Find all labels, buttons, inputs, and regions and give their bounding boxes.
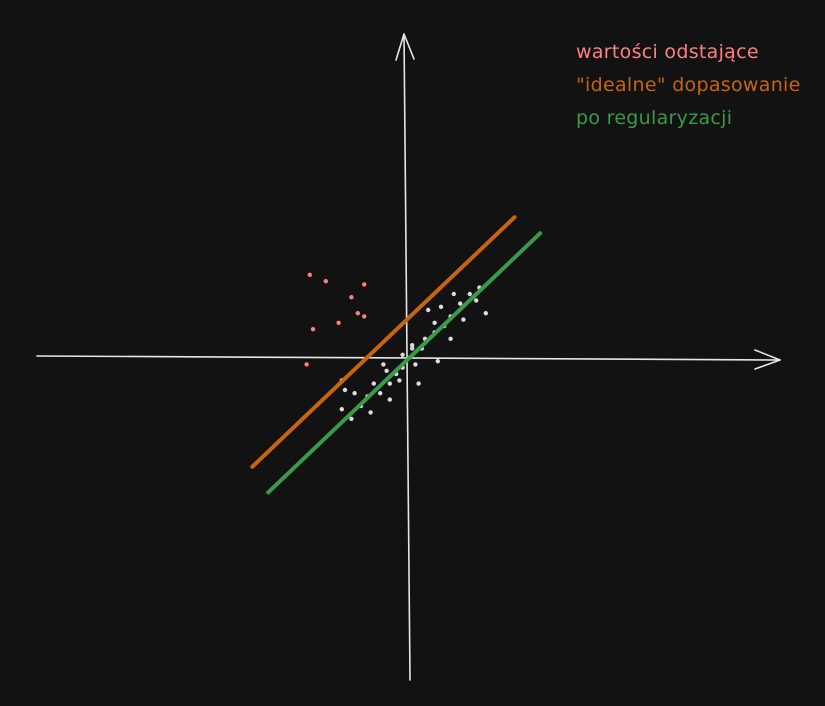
regularized-fit-line [266,231,543,495]
inlier-point [410,346,415,351]
inlier-point [413,362,418,367]
outlier-point [307,272,312,277]
inlier-point [384,368,389,373]
inlier-point [352,391,357,396]
inlier-point [397,378,402,383]
inlier-point [387,397,392,402]
outlier-point [304,362,309,367]
outlier-point [355,311,360,316]
inlier-point [435,359,440,364]
inlier-point [378,391,383,396]
inlier-point [387,381,392,386]
inlier-point [451,291,456,297]
legend-outliers-label: wartości odstające [576,41,759,63]
legend: wartości odstające "idealne" dopasowanie… [576,36,801,135]
inlier-point [339,407,344,412]
outlier-point [310,327,316,332]
x-axis-arrowhead [754,349,781,370]
inlier-point [458,301,463,306]
inlier-point [416,381,421,386]
inlier-point [438,304,444,309]
inlier-point [461,317,466,322]
inlier-point [474,298,479,303]
inlier-point [467,291,472,297]
ideal-fit-line [250,215,517,469]
inlier-point [349,416,354,421]
inlier-point [342,387,348,393]
inlier-point [400,352,405,357]
inlier-point [426,307,431,313]
inlier-point [381,362,386,367]
inlier-point [371,381,376,386]
inlier-point [448,336,453,341]
outlier-point [362,314,367,319]
y-axis [403,33,411,681]
outlier-point [349,295,354,300]
legend-regularized-fit-label: po regularyzacji [576,107,733,129]
outlier-point [336,320,341,325]
outlier-point [323,279,328,284]
y-axis-arrowhead [395,33,415,61]
inlier-point [483,311,488,316]
inlier-point [410,343,415,348]
inlier-point [368,410,373,415]
legend-ideal-fit-label: "idealne" dopasowanie [576,74,801,96]
outlier-point [362,282,367,287]
inlier-point [432,320,437,325]
